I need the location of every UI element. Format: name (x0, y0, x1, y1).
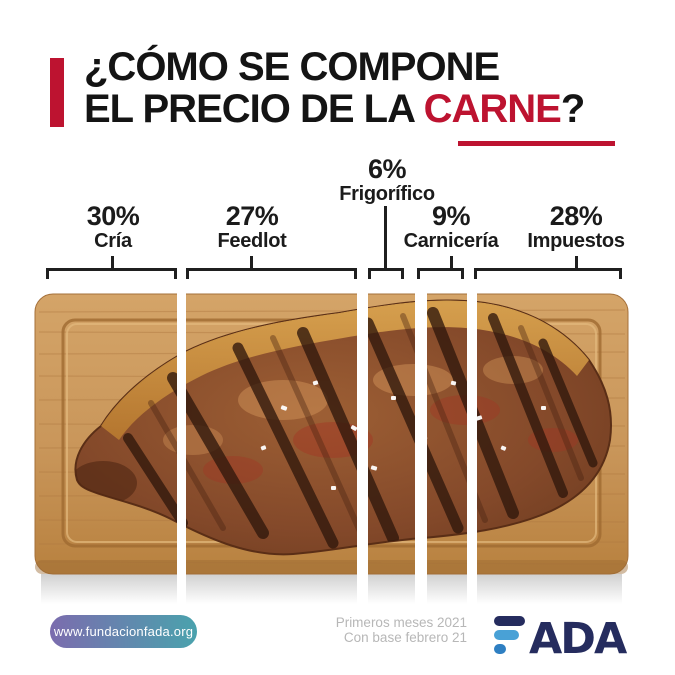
segment-pct: 28% (549, 201, 603, 231)
segment-pct: 9% (431, 201, 471, 231)
bracket-tick-carniceria (450, 256, 453, 268)
segment-pct: 27% (225, 201, 279, 231)
segment-label-impuestos: 28% Impuestos (527, 201, 625, 253)
segment-label-carniceria: 9% Carnicería (403, 201, 499, 253)
photo-slice-impuestos (477, 288, 630, 618)
title-line1: ¿CÓMO SE COMPONE (84, 46, 584, 88)
title-line2: EL PRECIO DE LA CARNE? (84, 87, 585, 131)
title-accent-bar (50, 58, 64, 127)
bracket-tick-frigorifico (384, 206, 387, 268)
segment-label-cria: 30% Cría (86, 201, 140, 253)
title-line2-suffix: ? (560, 87, 585, 131)
website-link[interactable]: www.fundacionfada.org (50, 615, 197, 648)
segment-name: Carnicería (403, 230, 499, 252)
bracket-tick-feedlot (250, 256, 253, 268)
fada-logo: ADA (492, 609, 632, 664)
website-url-text: www.fundacionfada.org (53, 624, 194, 639)
segment-name: Feedlot (217, 230, 287, 252)
bracket-tick-cria (111, 256, 114, 268)
bracket-impuestos (474, 268, 622, 279)
page-title: ¿CÓMO SE COMPONE EL PRECIO DE LA CARNE? (84, 46, 585, 131)
bracket-frigorifico (368, 268, 404, 279)
segment-label-feedlot: 27% Feedlot (217, 201, 287, 253)
photo-slice-feedlot (186, 288, 357, 618)
photo-slice-carniceria (427, 288, 467, 618)
title-line1-text: ¿CÓMO SE COMPONE (84, 45, 500, 89)
photo-slice-frigorifico (368, 288, 415, 618)
photo-slice-cria (33, 288, 177, 618)
title-line2-highlight: CARNE (423, 87, 562, 131)
bracket-feedlot (186, 268, 357, 279)
segment-pct: 30% (86, 201, 140, 231)
segment-label-frigorifico: 6% Frigorífico (339, 154, 435, 206)
title-line2-prefix: EL PRECIO DE LA (84, 87, 424, 131)
fada-logo-text: ADA (529, 614, 628, 659)
bracket-tick-impuestos (575, 256, 578, 268)
fada-logo-icon: ADA (494, 614, 630, 664)
segment-pct: 6% (367, 154, 407, 184)
steak-board-photo (33, 288, 630, 618)
segment-name: Cría (94, 230, 132, 252)
segment-name: Frigorífico (339, 183, 435, 205)
source-line1: Primeros meses 2021 (335, 615, 467, 630)
source-line2: Con base febrero 21 (343, 630, 467, 645)
segment-name: Impuestos (527, 230, 625, 252)
title-underline (458, 141, 615, 146)
bracket-carniceria (417, 268, 464, 279)
source-note: Primeros meses 2021 Con base febrero 21 (336, 615, 467, 645)
bracket-cria (46, 268, 177, 279)
